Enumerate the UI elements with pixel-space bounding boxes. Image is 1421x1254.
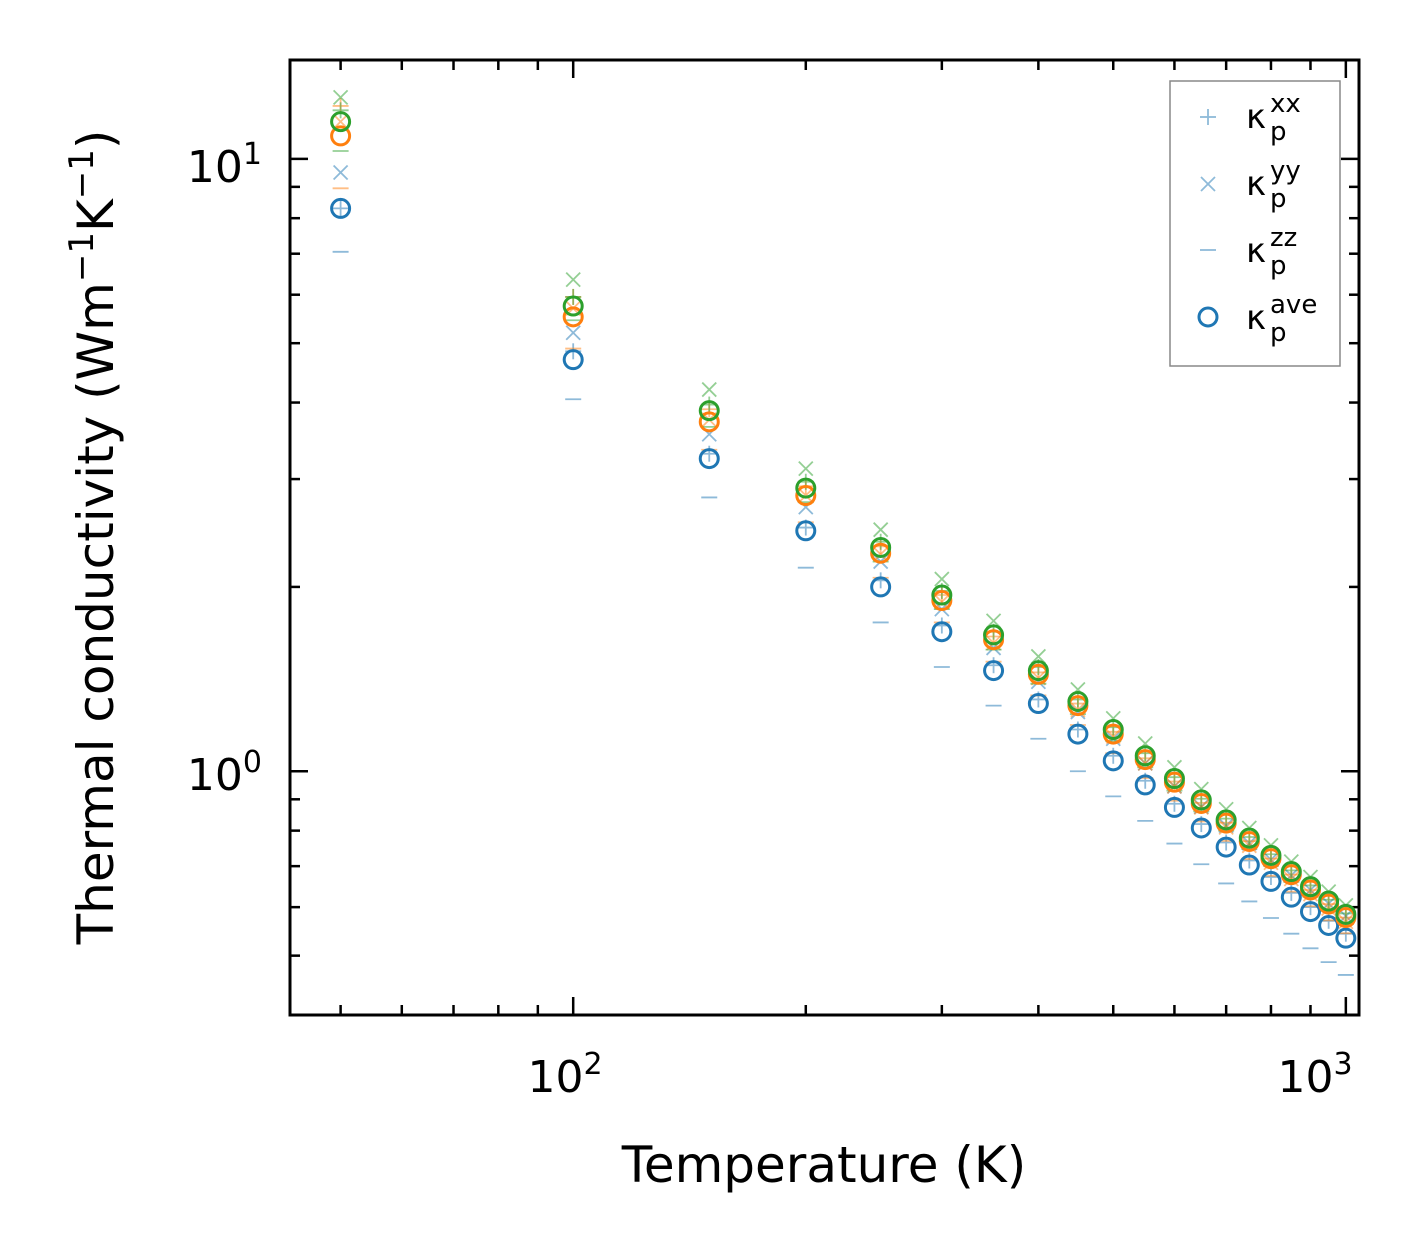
point-ave (795, 477, 817, 499)
point-ave (562, 295, 584, 317)
x-tick-label-100: 102 (527, 1047, 602, 1103)
point-yy (1030, 648, 1047, 665)
point-ave (1335, 927, 1357, 949)
point-ave (562, 306, 584, 328)
legend-marker-x (1200, 176, 1216, 192)
point-yy-b (701, 381, 717, 398)
point-ave (870, 576, 892, 598)
legend-label-zz: κ pzz (1246, 223, 1297, 281)
point-yy-b (934, 571, 950, 587)
point-ave (698, 411, 720, 433)
point-ave (1102, 719, 1124, 741)
point-ave (983, 660, 1005, 682)
point-yy-b (565, 271, 581, 288)
point-ave (1163, 796, 1185, 818)
point-ave (1238, 854, 1260, 876)
x-axis-label: Temperature (K) (621, 1136, 1026, 1194)
legend-label-xx: κ pxx (1246, 89, 1301, 147)
point-ave (1163, 768, 1185, 790)
series-1-ave (330, 197, 1357, 949)
point-yy (934, 571, 950, 587)
point-yy-b (873, 546, 889, 563)
point-yy (332, 89, 349, 105)
point-ave (698, 448, 720, 470)
point-ave (1134, 774, 1156, 796)
point-ave (870, 536, 892, 558)
legend-marker-plus (1200, 109, 1216, 125)
point-yy (798, 487, 814, 504)
point-ave (1215, 809, 1237, 831)
point-ave (1299, 876, 1321, 898)
point-ave (1067, 690, 1089, 712)
point-yy (565, 271, 581, 288)
y-tick-label-1: 100 (187, 745, 262, 801)
point-ave (1280, 861, 1302, 883)
point-ave (1238, 827, 1260, 849)
point-ave (1280, 886, 1302, 908)
legend-label-yy: κ pyy (1246, 156, 1301, 214)
point-ave (1102, 750, 1124, 772)
y-axis-label: Thermal conductivity (Wm−1K−1) (62, 130, 125, 946)
legend-marker-x-b (1200, 176, 1216, 192)
point-yy-b (332, 164, 349, 181)
legend-markers (1197, 109, 1219, 328)
point-yy-b (873, 522, 889, 538)
legend: κ pxx κ pyy κ pzz κ pave (1169, 80, 1341, 367)
point-ave (1318, 915, 1340, 937)
point-yy-b (565, 325, 581, 341)
point-ave (1190, 817, 1212, 839)
point-xx (332, 102, 349, 119)
axis-ticks (290, 60, 1359, 1015)
point-ave (562, 349, 584, 371)
point-yy (798, 460, 814, 477)
point-xx (332, 200, 349, 217)
point-ave (795, 485, 817, 507)
point-ave (330, 197, 352, 219)
point-ave (870, 542, 892, 564)
point-yy-b (798, 460, 814, 477)
point-ave (1215, 836, 1237, 858)
point-ave (1190, 789, 1212, 811)
point-ave (1299, 901, 1321, 923)
point-ave (931, 584, 953, 606)
point-ave (330, 125, 352, 147)
point-ave (1335, 903, 1357, 925)
point-ave (1260, 870, 1282, 892)
y-tick-label-10: 101 (187, 137, 262, 193)
point-ave (931, 621, 953, 643)
point-ave (330, 111, 352, 133)
point-yy (701, 381, 717, 398)
point-yy-b (798, 487, 814, 504)
point-ave (1027, 660, 1049, 682)
point-ave (698, 400, 720, 422)
point-ave (1027, 693, 1049, 715)
x-tick-label-1000: 103 (1277, 1047, 1352, 1103)
point-yy (565, 325, 581, 341)
point-ave (1067, 723, 1089, 745)
point-yy (332, 164, 349, 181)
point-yy (873, 546, 889, 563)
point-ave (1260, 844, 1282, 866)
point-yy (332, 114, 349, 130)
point-ave (1134, 745, 1156, 767)
point-ave (983, 624, 1005, 646)
point-yy-b (332, 89, 349, 105)
point-yy-b (1030, 648, 1047, 665)
point-yy-b (332, 114, 349, 130)
point-ave (1318, 890, 1340, 912)
series-3-ave (330, 111, 1357, 925)
legend-label-ave: κ pave (1246, 290, 1317, 348)
point-ave (795, 520, 817, 542)
legend-marker-circle (1197, 306, 1219, 328)
point-yy (873, 522, 889, 538)
point-ave (931, 590, 953, 612)
data-markers (330, 89, 1357, 976)
